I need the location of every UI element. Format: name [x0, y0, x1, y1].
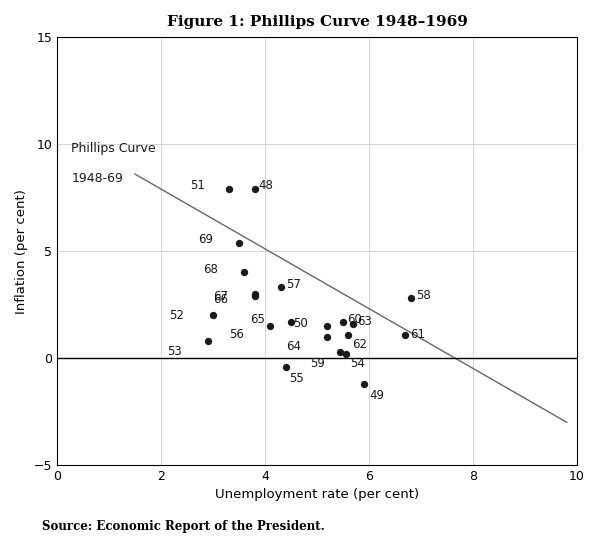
- Point: [234, 238, 244, 247]
- Text: 66: 66: [214, 293, 229, 306]
- Text: 56: 56: [229, 328, 244, 341]
- Point: [343, 330, 353, 339]
- Point: [224, 185, 233, 193]
- Text: 68: 68: [203, 264, 218, 277]
- Text: Source: Economic Report of the President.: Source: Economic Report of the President…: [42, 520, 325, 533]
- Text: 57: 57: [286, 278, 301, 292]
- Text: 69: 69: [198, 233, 213, 246]
- Text: Phillips Curve: Phillips Curve: [71, 142, 156, 155]
- Text: 55: 55: [289, 372, 304, 385]
- Point: [265, 322, 275, 330]
- Text: 58: 58: [416, 289, 431, 302]
- Point: [349, 320, 358, 328]
- Point: [359, 379, 368, 388]
- Point: [401, 330, 410, 339]
- Point: [338, 317, 348, 326]
- Point: [250, 289, 259, 298]
- Text: 67: 67: [214, 290, 229, 303]
- Point: [323, 322, 332, 330]
- Text: 54: 54: [350, 357, 365, 370]
- Text: 62: 62: [352, 338, 367, 351]
- Point: [239, 268, 249, 277]
- Text: 52: 52: [169, 309, 184, 322]
- Text: 65: 65: [250, 313, 265, 326]
- Point: [286, 317, 296, 326]
- Text: 64: 64: [286, 340, 301, 353]
- Point: [341, 350, 350, 358]
- Point: [250, 185, 259, 193]
- Text: 60: 60: [347, 313, 362, 325]
- Y-axis label: Inflation (per cent): Inflation (per cent): [15, 189, 28, 314]
- Point: [335, 348, 345, 356]
- Text: 61: 61: [410, 328, 425, 341]
- Point: [250, 292, 259, 300]
- Point: [406, 294, 415, 302]
- Text: 1948-69: 1948-69: [71, 172, 124, 185]
- Text: 59: 59: [310, 357, 325, 370]
- Title: Figure 1: Phillips Curve 1948–1969: Figure 1: Phillips Curve 1948–1969: [167, 15, 467, 29]
- Text: 48: 48: [259, 179, 274, 192]
- Point: [323, 332, 332, 341]
- Text: 49: 49: [369, 389, 384, 402]
- Text: 50: 50: [293, 317, 308, 330]
- Point: [276, 283, 286, 292]
- Text: 63: 63: [358, 315, 373, 328]
- Point: [208, 311, 218, 320]
- Text: 53: 53: [167, 345, 182, 358]
- Text: 51: 51: [190, 179, 205, 192]
- Point: [203, 337, 212, 345]
- X-axis label: Unemployment rate (per cent): Unemployment rate (per cent): [215, 489, 419, 501]
- Point: [281, 362, 290, 371]
